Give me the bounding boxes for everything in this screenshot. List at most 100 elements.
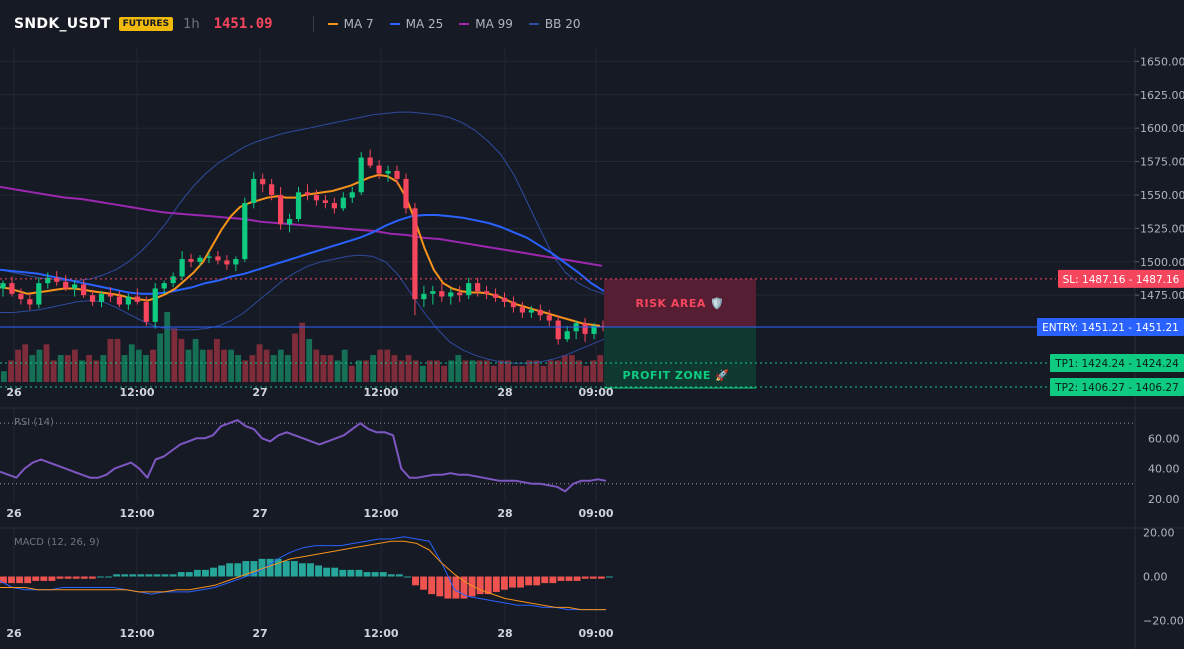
- macd-histogram-bar: [161, 574, 169, 577]
- volume-bar: [221, 349, 227, 382]
- tp1-level-tag[interactable]: TP1: 1424.24 - 1424.24: [1050, 353, 1184, 372]
- volume-bar: [270, 355, 277, 382]
- macd-histogram-bar: [16, 576, 24, 584]
- candle-body: [134, 296, 140, 302]
- macd-histogram-bar: [40, 576, 48, 581]
- legend-swatch: [528, 23, 539, 25]
- macd-histogram-bar: [509, 576, 516, 588]
- candle-body: [510, 301, 517, 308]
- chart-header: SNDK_USDT FUTURES 1h 1451.09 MA 7 MA 25 MA…: [0, 0, 1184, 48]
- volume-bar: [519, 365, 526, 382]
- candle-body: [269, 184, 275, 195]
- rsi-tick-label: 20.00: [1148, 493, 1180, 506]
- volume-bar: [320, 355, 327, 382]
- profit-zone: [604, 326, 756, 388]
- volume-bar: [476, 360, 483, 382]
- legend-item-ma7[interactable]: MA 7: [327, 17, 374, 31]
- candle-body: [591, 325, 597, 334]
- candle-body: [0, 283, 6, 289]
- candle-body: [564, 331, 570, 340]
- macd-histogram-bar: [218, 565, 226, 577]
- volume-bar: [398, 360, 405, 382]
- rsi-line: [0, 419, 607, 493]
- macd-histogram-bar: [444, 576, 452, 599]
- volume-bar: [164, 312, 171, 382]
- time-axis-label: 26: [6, 507, 22, 520]
- candle-body: [197, 257, 203, 262]
- volume-bar: [405, 355, 412, 382]
- tp2-tag-text: TP2: 1406.27 - 1406.27: [1054, 382, 1179, 394]
- sl-level-tag[interactable]: SL: 1487.16 - 1487.16: [1058, 269, 1184, 288]
- price-tick-label: 1525.00: [1140, 222, 1184, 235]
- tp2-level-tag[interactable]: TP2: 1406.27 - 1406.27: [1050, 377, 1184, 396]
- candle-body: [439, 291, 445, 297]
- volume-bar: [263, 349, 270, 382]
- price-tick-label: 1550.00: [1140, 189, 1184, 202]
- macd-histogram-bar: [606, 576, 613, 578]
- macd-histogram-bar: [573, 576, 581, 581]
- macd-histogram-bar: [266, 558, 274, 577]
- volume-bar: [121, 355, 128, 382]
- candle-body: [98, 293, 105, 302]
- legend-item-ma99[interactable]: MA 99: [459, 17, 513, 31]
- timeframe-label[interactable]: 1h: [183, 16, 200, 32]
- candle-body: [582, 323, 588, 334]
- candle-body: [224, 260, 230, 265]
- time-axis-label: 12:00: [363, 627, 398, 640]
- volume-bar: [72, 349, 78, 382]
- legend-item-ma25[interactable]: MA 25: [389, 17, 443, 31]
- volume-bar: [36, 349, 43, 382]
- time-axis-label: 12:00: [119, 386, 154, 399]
- macd-histogram-bar: [32, 576, 40, 581]
- candle-body: [170, 276, 176, 284]
- macd-histogram-bar: [129, 574, 137, 577]
- price-tick-label: 1475.00: [1140, 289, 1184, 302]
- candle-body: [179, 259, 185, 277]
- macd-histogram-bar: [290, 561, 298, 577]
- macd-histogram-bar: [525, 576, 533, 586]
- volume-bar: [199, 349, 206, 382]
- price-tick-label: 1625.00: [1140, 89, 1184, 102]
- candle-body: [385, 170, 391, 174]
- macd-histogram-bar: [404, 576, 411, 578]
- volume-bar: [157, 333, 163, 382]
- legend-label: MA 7: [343, 17, 374, 31]
- symbol-name[interactable]: SNDK_USDT: [14, 16, 111, 32]
- candle-body: [457, 292, 463, 296]
- candle-body: [501, 297, 508, 302]
- volume-bar: [8, 360, 14, 382]
- volume-bar: [100, 355, 107, 382]
- candle-body: [546, 315, 552, 321]
- volume-bar: [143, 355, 149, 382]
- last-price: 1451.09: [213, 16, 273, 32]
- indicator-legend: MA 7 MA 25 MA 99 BB 20: [327, 17, 580, 31]
- volume-bar: [554, 360, 561, 382]
- macd-histogram-bar: [468, 576, 476, 597]
- tp1-tag-background: [1050, 353, 1184, 372]
- entry-level-tag[interactable]: ENTRY: 1451.21 - 1451.21: [1037, 317, 1184, 336]
- candle-body: [116, 296, 123, 305]
- macd-histogram-bar: [210, 567, 217, 577]
- volume-bar: [569, 355, 575, 382]
- macd-histogram-bar: [242, 561, 250, 577]
- macd-histogram-bar: [492, 576, 500, 592]
- volume-bar: [363, 360, 369, 382]
- macd-histogram-bar: [234, 563, 242, 577]
- price-tick-label: 1650.00: [1140, 55, 1184, 68]
- rsi-tick-label: 60.00: [1148, 432, 1180, 445]
- time-axis-label: 09:00: [578, 386, 613, 399]
- candle-body: [358, 157, 364, 193]
- volume-bar: [277, 349, 284, 382]
- legend-item-bb20[interactable]: BB 20: [528, 17, 580, 31]
- macd-histogram-bar: [258, 558, 266, 577]
- candle-body: [161, 283, 167, 289]
- macd-histogram-bar: [589, 576, 597, 579]
- candle-body: [143, 301, 149, 322]
- macd-title: MACD (12, 26, 9): [14, 537, 100, 548]
- volume-bar: [192, 338, 199, 382]
- candle-body: [215, 256, 221, 261]
- volume-bar: [590, 360, 597, 382]
- candle-body: [555, 320, 561, 340]
- candle-body: [313, 194, 320, 201]
